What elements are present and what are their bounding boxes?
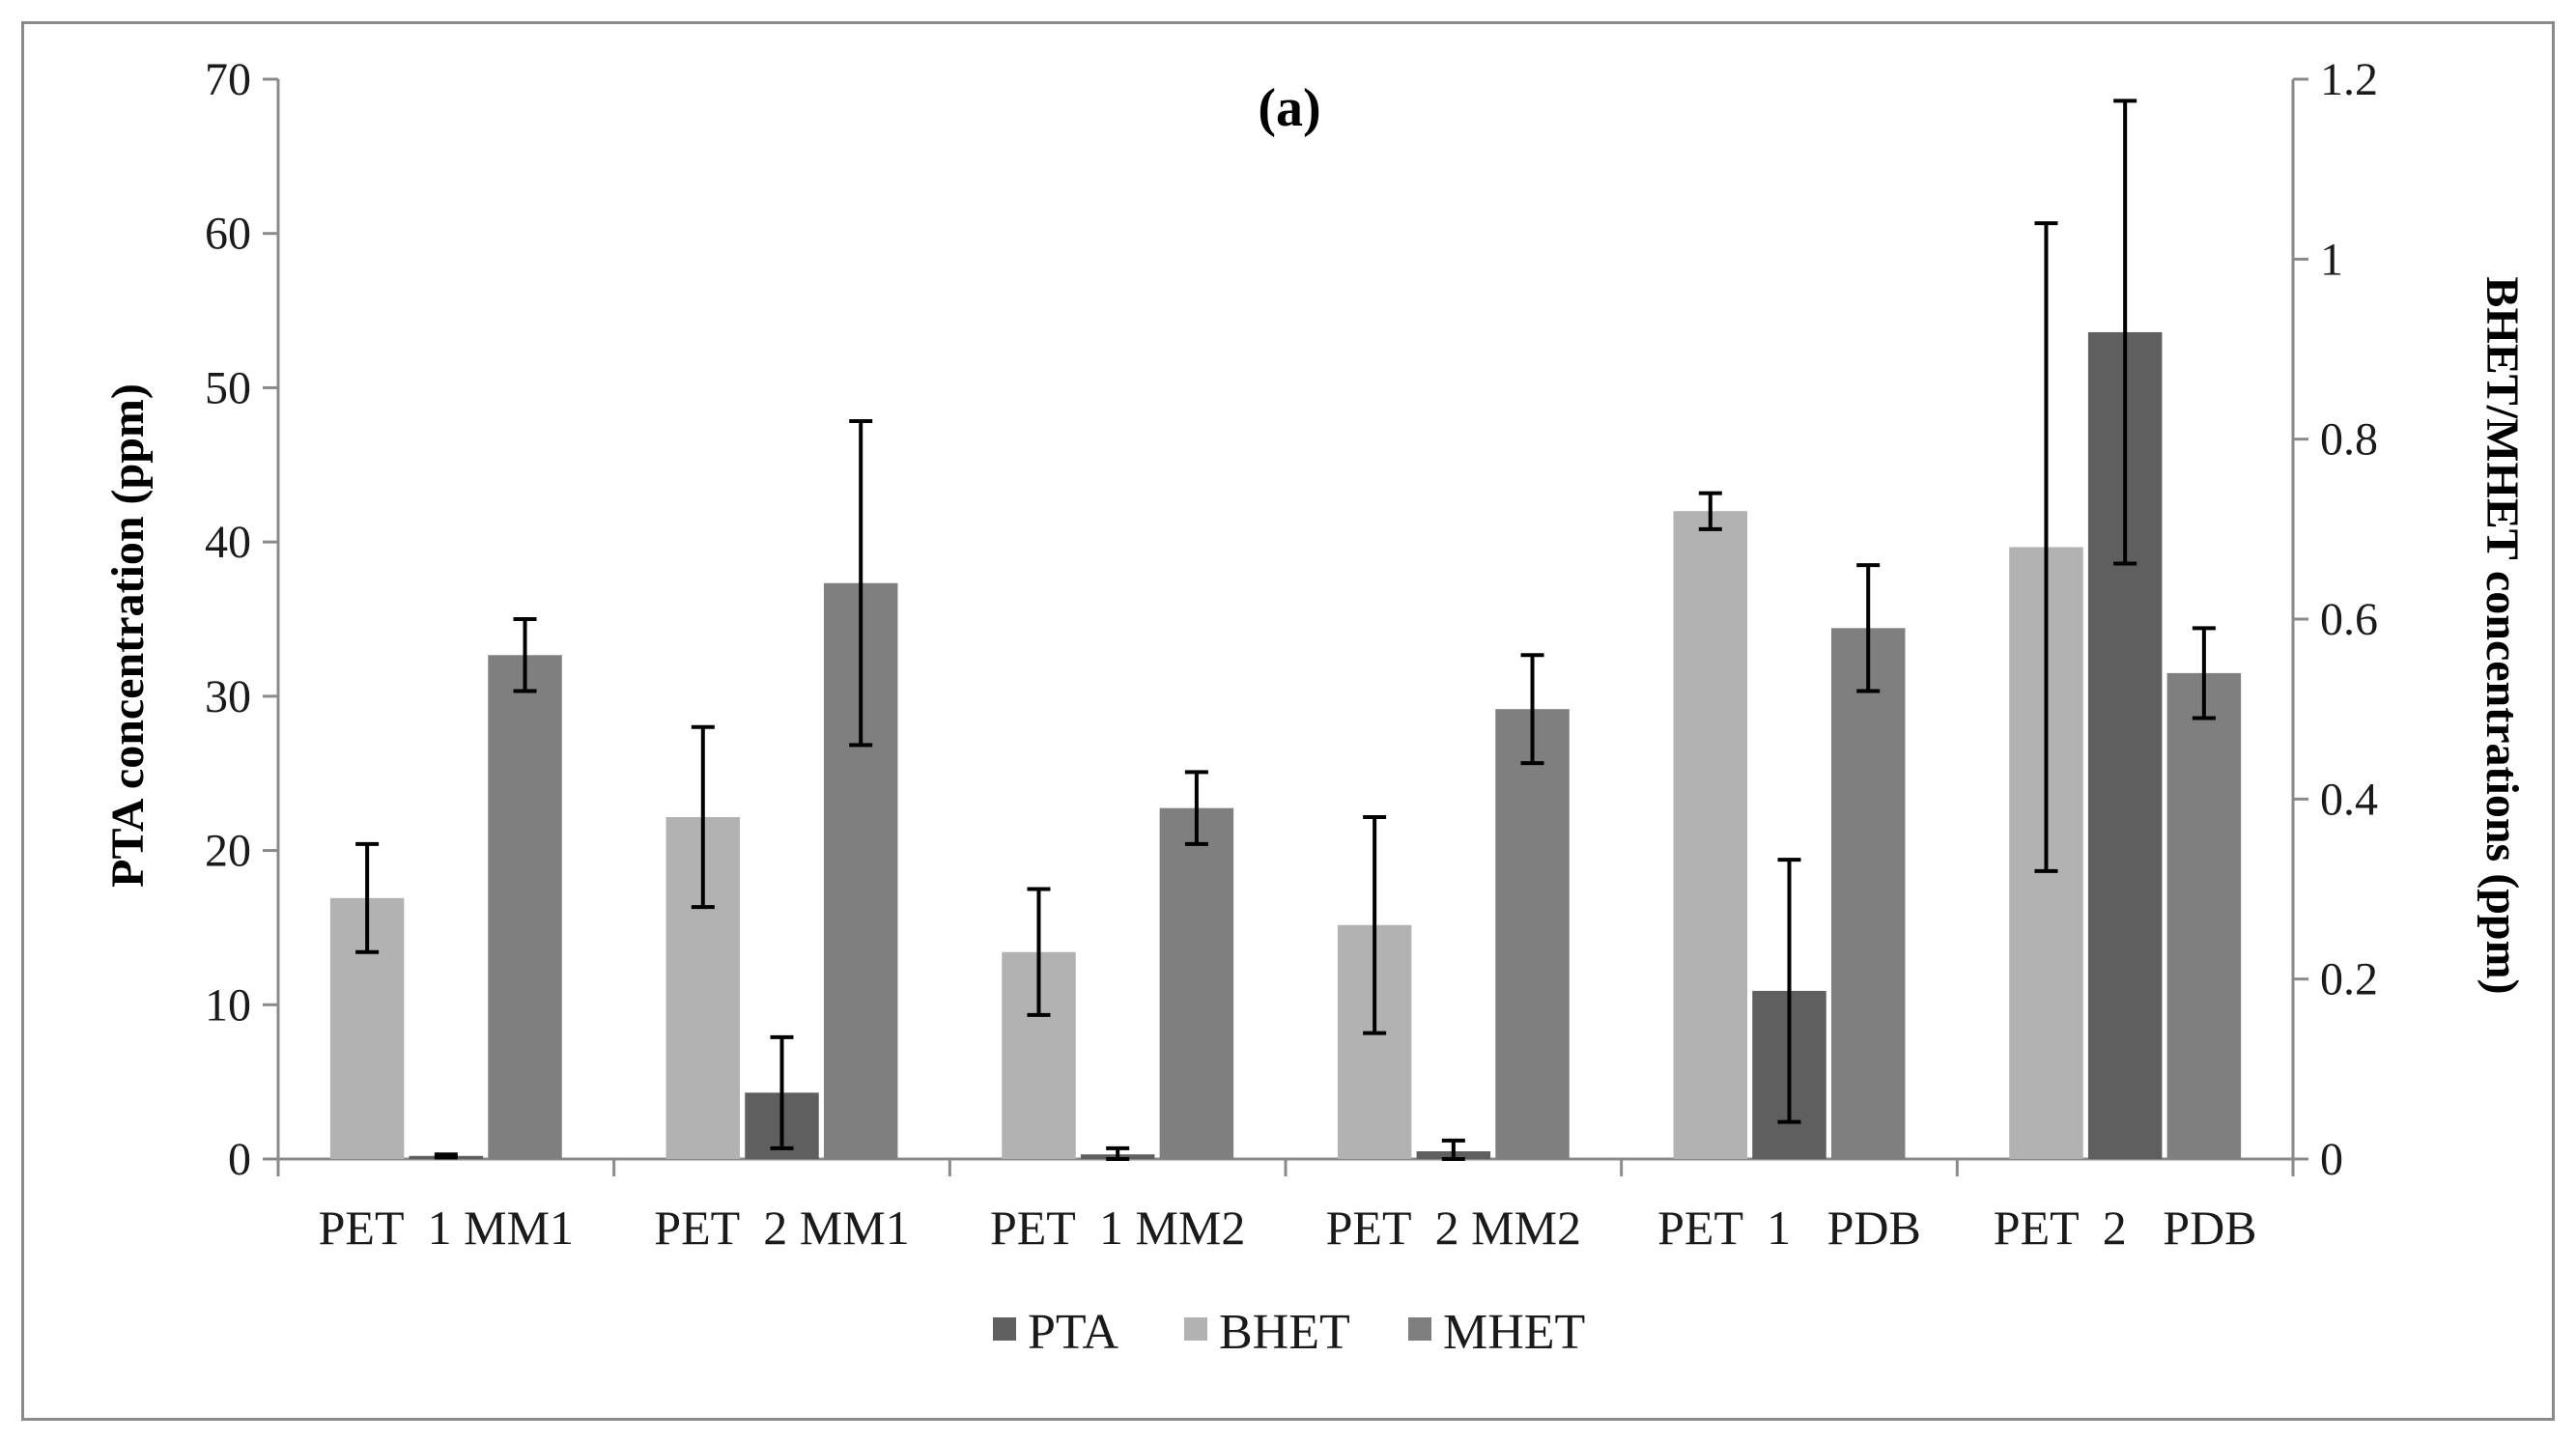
bar-mhet [1159, 807, 1234, 1159]
x-category-label: PET 2 MM2 [1326, 1201, 1581, 1255]
x-category-label: PET 2 PDB [1994, 1201, 2257, 1255]
legend-swatch-mhet [1408, 1317, 1431, 1341]
y2-axis-title: BHET/MHET concentrations (ppm) [2477, 276, 2528, 994]
y2-tick-label: 1.2 [2320, 54, 2378, 105]
x-category-label: PET 1 PDB [1657, 1201, 1921, 1255]
chart-title: (a) [1258, 78, 1320, 138]
y-axis-title: PTA concentration (ppm) [102, 383, 154, 888]
y-tick-label: 50 [205, 362, 251, 413]
x-category-label: PET 2 MM1 [654, 1201, 909, 1255]
legend-label-mhet: MHET [1443, 1305, 1585, 1360]
y2-tick-label: 1 [2320, 234, 2343, 285]
x-category-label: PET 1 MM1 [319, 1201, 574, 1255]
y-tick-label: 0 [228, 1134, 251, 1185]
bar-bhet [1673, 511, 1748, 1159]
legend-swatch-bhet [1184, 1317, 1207, 1341]
y2-tick-label: 0.2 [2320, 954, 2378, 1005]
y2-tick-label: 0.4 [2320, 774, 2378, 825]
y-tick-label: 10 [205, 979, 251, 1031]
bar-mhet [1495, 709, 1570, 1159]
legend-label-bhet: BHET [1219, 1305, 1350, 1360]
legend-swatch-pta [993, 1317, 1016, 1341]
y-tick-label: 20 [205, 826, 251, 877]
y2-tick-label: 0.8 [2320, 414, 2378, 466]
y-tick-label: 60 [205, 209, 251, 260]
bar-mhet [1830, 628, 1906, 1159]
bar-mhet [488, 655, 562, 1159]
x-category-label: PET 1 MM2 [990, 1201, 1245, 1255]
y-tick-label: 40 [205, 517, 251, 568]
bar-mhet [2166, 672, 2242, 1159]
y-tick-label: 70 [205, 54, 251, 105]
y-tick-label: 30 [205, 671, 251, 722]
legend-label-pta: PTA [1028, 1305, 1119, 1360]
y2-tick-label: 0 [2320, 1134, 2343, 1185]
y2-tick-label: 0.6 [2320, 594, 2378, 645]
